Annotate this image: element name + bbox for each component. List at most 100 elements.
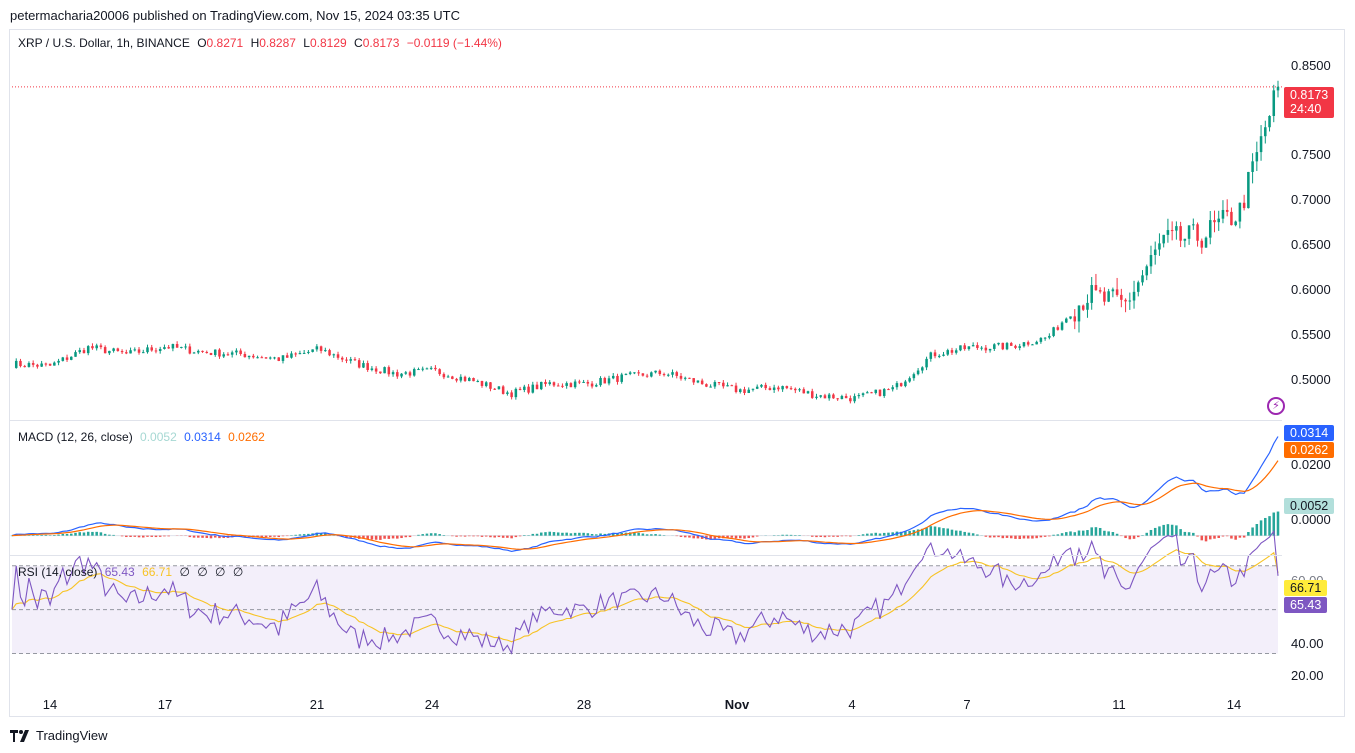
candle-body [921,367,924,371]
candle-body [573,381,577,388]
macd-hist-bar [209,535,213,539]
candle-body [213,349,217,355]
macd-hist-bar [150,535,153,537]
candle-body [264,357,268,359]
macd-hist-bar [692,535,695,539]
lightning-icon[interactable]: ⚡ [1267,397,1285,415]
candle-body [1098,290,1102,292]
candle-body [1196,224,1199,241]
macd-hist-bar [387,535,391,539]
candle-body [171,344,175,349]
x-tick: 28 [576,697,592,712]
macd-hist-bar [1026,535,1030,539]
macd-hist-bar [819,535,822,537]
macd-hist-bar [53,534,56,536]
candle-body [692,378,695,383]
footer-brand[interactable]: TradingView [10,728,108,743]
candle-body [324,350,327,352]
c-label: C [354,36,363,50]
candle-body [451,376,454,379]
candle-body [578,381,581,383]
candle-body [379,371,382,374]
macd-hist-bar [1192,532,1195,536]
candle-body [802,389,806,394]
candle-body [853,396,856,402]
candle-body [1043,337,1047,339]
macd-hist-bar [112,534,115,536]
candle-body [222,354,225,357]
candle-body [197,350,200,353]
macd-hist-bar [1052,534,1055,536]
macd-hist-value: 0.0052 [140,430,177,444]
macd-hist-bar [531,533,535,536]
candle-body [819,395,822,397]
macd-hist-bar [74,532,77,536]
macd-hist-bar [603,533,607,536]
candle-body [1081,305,1085,310]
candle-body [370,368,374,370]
macd-hist-bar [40,534,43,536]
macd-hist-bar [578,532,581,536]
candle-body [501,386,505,394]
macd-hist-bar [743,535,746,539]
macd-hist-bar [82,532,86,536]
macd-tick: 0.0000 [1291,512,1331,527]
candle-body [1009,343,1013,346]
macd-hist-bar [1179,529,1182,536]
candle-body [1115,289,1119,295]
candle-body [658,370,662,375]
price-tick: 0.5000 [1291,372,1331,387]
candle-body [967,346,971,350]
candle-body [417,369,420,371]
macd-hist-bar [950,529,954,536]
candle-body [899,383,903,387]
pane-separator-macd[interactable] [10,420,1282,421]
macd-hist-bar [1149,529,1153,536]
candle-body [1022,342,1026,347]
candle-body [510,392,513,398]
candle-body [298,353,302,355]
candle-body [628,372,632,374]
macd-hist-bar [1247,532,1250,536]
candle-body [755,386,759,389]
candle-body [514,388,518,398]
rsi-name[interactable]: RSI (14, close) [18,565,98,579]
macd-hist-bar [1272,512,1276,536]
candle-body [827,394,831,399]
candle-body [44,363,48,365]
macd-hist-bar [1204,535,1208,542]
candle-body [459,376,463,381]
macd-hist-bar [1251,527,1254,536]
candle-body [624,373,628,375]
macd-name[interactable]: MACD (12, 26, close) [18,430,133,444]
macd-hist-bar [370,535,374,540]
pane-separator-rsi[interactable] [10,555,1282,556]
candle-body [620,374,623,382]
candle-body [747,389,751,394]
macd-hist-bar [391,535,395,539]
macd-hist-bar [1069,531,1072,536]
rsi-line [11,529,1279,655]
candle-body [425,368,429,370]
candle-body [455,378,458,381]
macd-hist-bar [904,531,907,536]
macd-hist-bar [103,533,107,536]
candle-body [476,381,480,383]
candle-body [78,350,82,353]
macd-hist-bar [493,535,496,538]
macd-tick: 0.0200 [1291,457,1331,472]
candle-body [23,366,26,368]
candle-body [891,387,894,390]
macd-hist-bar [628,532,632,536]
candle-body [832,394,835,399]
candle-body [603,378,607,384]
candle-body [760,384,763,387]
candle-body [349,359,352,361]
symbol-label[interactable]: XRP / U.S. Dollar, 1h, BINANCE [18,36,190,50]
macd-hist-bar [31,534,35,536]
candle-body [86,346,90,354]
macd-hist-bar [294,534,297,536]
candle-body [1069,316,1072,319]
macd-hist-bar [417,534,420,536]
